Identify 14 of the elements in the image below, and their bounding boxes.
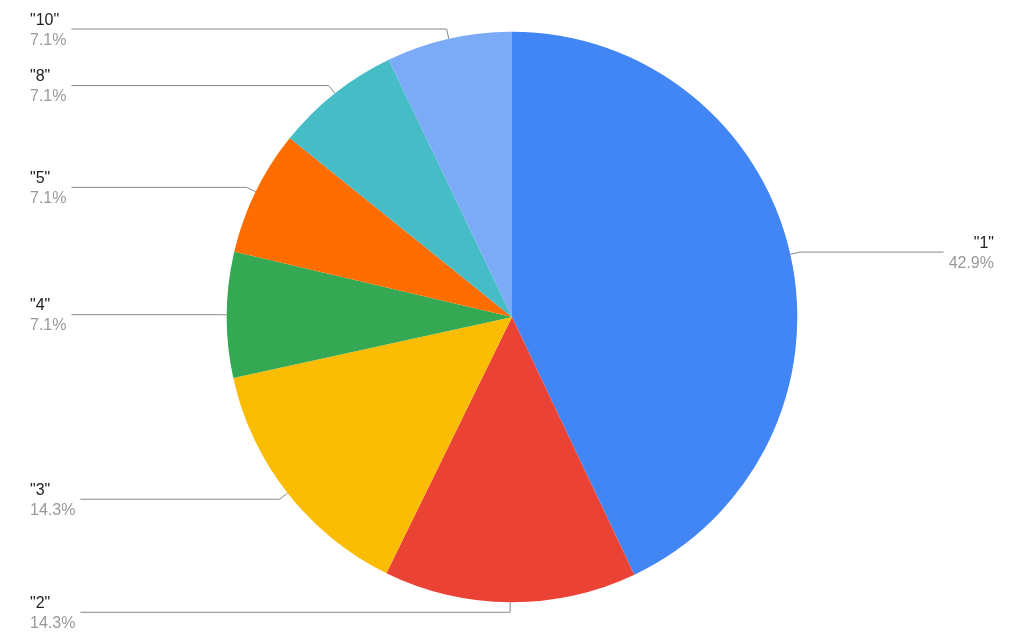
data-label: 7.1% bbox=[30, 316, 67, 334]
slice-label: "4" bbox=[30, 296, 51, 314]
slice-label: "10" bbox=[30, 10, 60, 28]
data-label: 7.1% bbox=[30, 30, 67, 48]
slice-label: "1" bbox=[973, 233, 994, 251]
slice-label: "3" bbox=[30, 480, 51, 498]
data-label: 14.3% bbox=[30, 500, 76, 518]
data-label: 7.1% bbox=[30, 87, 67, 105]
data-label: 14.3% bbox=[30, 613, 76, 631]
slice-label: "8" bbox=[30, 67, 51, 85]
data-label: 42.9% bbox=[948, 253, 994, 271]
slice-label: "5" bbox=[30, 168, 51, 186]
slice-label: "2" bbox=[30, 593, 51, 611]
data-label: 7.1% bbox=[30, 188, 67, 206]
